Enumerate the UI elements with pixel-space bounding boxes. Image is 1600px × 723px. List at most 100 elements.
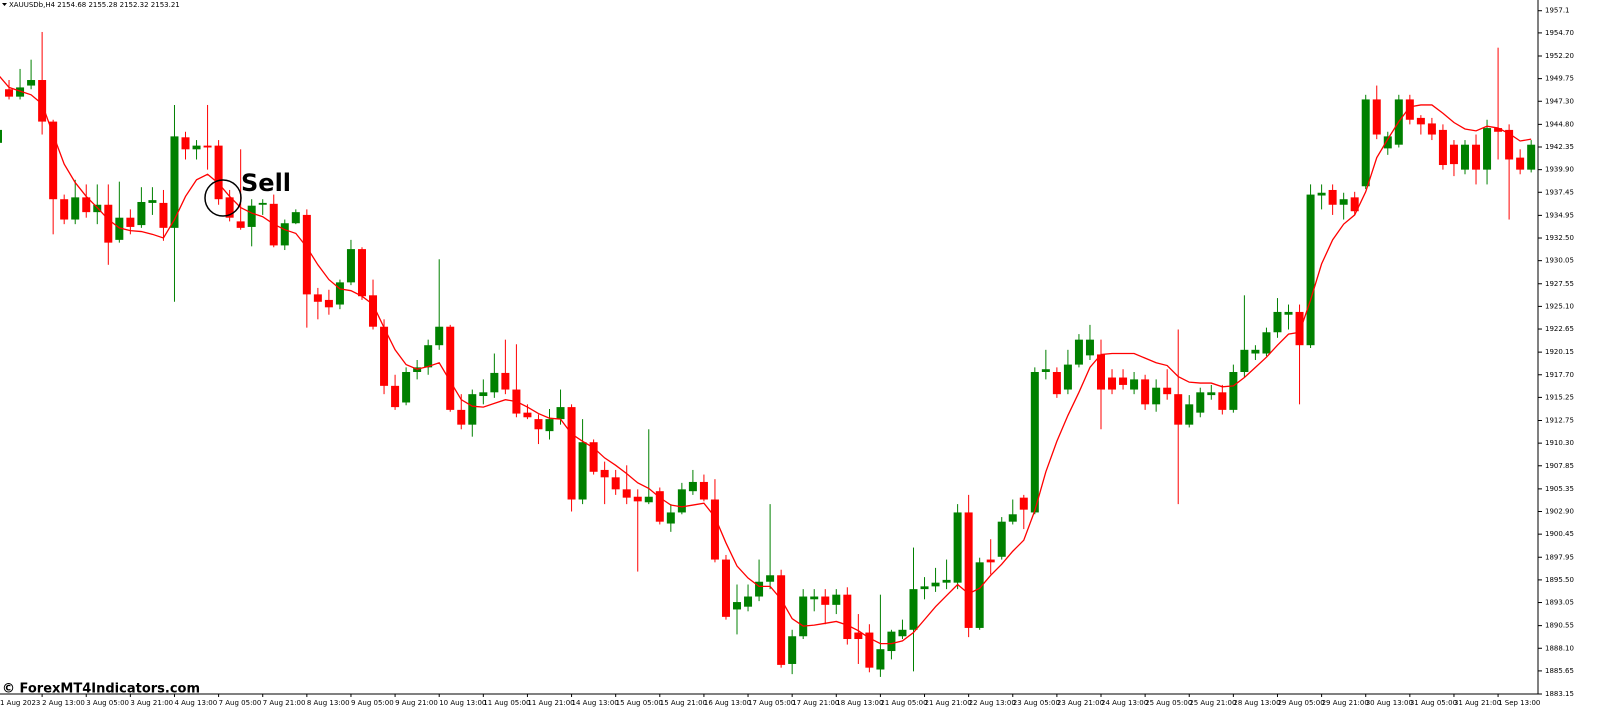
candle-body xyxy=(60,199,69,220)
candle-body xyxy=(391,385,400,408)
candle-body xyxy=(1041,369,1050,372)
y-tick-label: 1952.20 xyxy=(1545,52,1574,60)
candle-body xyxy=(1141,379,1150,405)
candle-body xyxy=(346,249,355,283)
candle-body xyxy=(1163,387,1172,395)
candle-body xyxy=(1240,349,1249,372)
candle-body xyxy=(1505,129,1514,160)
candle-body xyxy=(424,345,433,368)
x-tick-label: 23 Aug 21:00 xyxy=(1057,699,1104,707)
candle-body xyxy=(721,559,730,617)
candle-body xyxy=(115,217,124,240)
candle-body xyxy=(1085,339,1094,356)
y-tick-label: 1930.05 xyxy=(1545,257,1574,265)
candle-body xyxy=(148,200,157,203)
candle-body xyxy=(0,129,2,143)
candle-body xyxy=(953,512,962,583)
y-tick-label: 1917.70 xyxy=(1545,371,1574,379)
candle-body xyxy=(997,521,1006,557)
candle-body xyxy=(523,412,532,418)
candle-body xyxy=(82,197,91,213)
candle-body xyxy=(501,372,510,390)
x-tick-label: 3 Aug 05:00 xyxy=(86,699,129,707)
x-tick-label: 2 Aug 13:00 xyxy=(42,699,85,707)
candle-body xyxy=(291,212,300,224)
candle-body xyxy=(644,496,653,503)
candle-body xyxy=(1207,392,1216,396)
candle-body xyxy=(16,87,25,97)
candle-body xyxy=(181,137,190,150)
candle-body xyxy=(38,80,47,122)
y-tick-label: 1910.30 xyxy=(1545,439,1574,447)
candle-body xyxy=(1306,194,1315,346)
candle-body xyxy=(832,594,841,605)
candle-body xyxy=(1350,197,1359,212)
candle-body xyxy=(942,579,951,583)
candle-body xyxy=(1185,404,1194,425)
candle-body xyxy=(699,481,708,500)
candle-body xyxy=(126,217,135,227)
moving-average xyxy=(0,75,1532,645)
candle-body xyxy=(622,489,631,498)
candle-body xyxy=(666,512,675,524)
candle-body xyxy=(1438,129,1447,166)
x-tick-label: 16 Aug 13:00 xyxy=(704,699,751,707)
candle-body xyxy=(1119,377,1128,385)
y-tick-label: 1905.35 xyxy=(1545,485,1574,493)
candle-body xyxy=(898,629,907,637)
y-tick-label: 1893.05 xyxy=(1545,599,1574,607)
y-tick-label: 1912.75 xyxy=(1545,417,1574,425)
x-tick-label: 7 Aug 21:00 xyxy=(263,699,306,707)
x-tick-label: 8 Aug 13:00 xyxy=(307,699,350,707)
candle-body xyxy=(1494,128,1503,132)
y-tick-label: 1920.15 xyxy=(1545,348,1574,356)
candle-body xyxy=(1284,311,1293,315)
y-tick-label: 1949.75 xyxy=(1545,75,1574,83)
x-tick-label: 29 Aug 05:00 xyxy=(1277,699,1324,707)
candle-body xyxy=(1328,189,1337,205)
candle-body xyxy=(744,596,753,607)
candle-body xyxy=(545,419,554,432)
candle-body xyxy=(159,202,168,228)
candle-body xyxy=(975,562,984,628)
y-tick-label: 1927.55 xyxy=(1545,280,1574,288)
x-tick-label: 28 Aug 13:00 xyxy=(1233,699,1280,707)
y-tick-label: 1934.95 xyxy=(1545,211,1574,219)
y-tick-label: 1954.70 xyxy=(1545,29,1574,37)
candle-body xyxy=(909,589,918,630)
x-tick-label: 11 Aug 05:00 xyxy=(483,699,530,707)
x-tick-label: 25 Aug 21:00 xyxy=(1189,699,1236,707)
candle-body xyxy=(1030,371,1039,513)
y-tick-label: 1922.65 xyxy=(1545,325,1574,333)
y-tick-label: 1883.15 xyxy=(1545,690,1574,698)
candle-body xyxy=(1108,377,1117,390)
candle-body xyxy=(1174,394,1183,425)
y-tick-label: 1902.90 xyxy=(1545,508,1574,516)
candle-body xyxy=(1405,99,1414,120)
candle-body xyxy=(589,442,598,472)
y-tick-label: 1907.85 xyxy=(1545,462,1574,470)
candle-body xyxy=(1317,192,1326,196)
candle-body xyxy=(1074,339,1083,365)
candle-body xyxy=(1229,371,1238,410)
x-tick-label: 3 Aug 21:00 xyxy=(130,699,173,707)
candle-body xyxy=(1527,144,1536,170)
chart-header: XAUUSDb,H4 2154.68 2155.28 2152.32 2153.… xyxy=(9,1,180,9)
candle-body xyxy=(203,145,212,148)
x-tick-label: 7 Aug 05:00 xyxy=(219,699,262,707)
candle-body xyxy=(810,596,819,600)
candle-body xyxy=(876,649,885,670)
x-tick-label: 31 Aug 05:00 xyxy=(1410,699,1457,707)
candle-body xyxy=(1262,332,1271,354)
candle-body xyxy=(788,636,797,664)
x-tick-label: 15 Aug 05:00 xyxy=(616,699,663,707)
candle-body xyxy=(865,632,874,668)
y-tick-label: 1885.65 xyxy=(1545,667,1574,675)
candle-body xyxy=(567,407,576,500)
candle-body xyxy=(986,559,995,563)
y-tick-label: 1944.80 xyxy=(1545,120,1574,128)
x-tick-label: 21 Aug 05:00 xyxy=(880,699,927,707)
candle-body xyxy=(1472,144,1481,170)
